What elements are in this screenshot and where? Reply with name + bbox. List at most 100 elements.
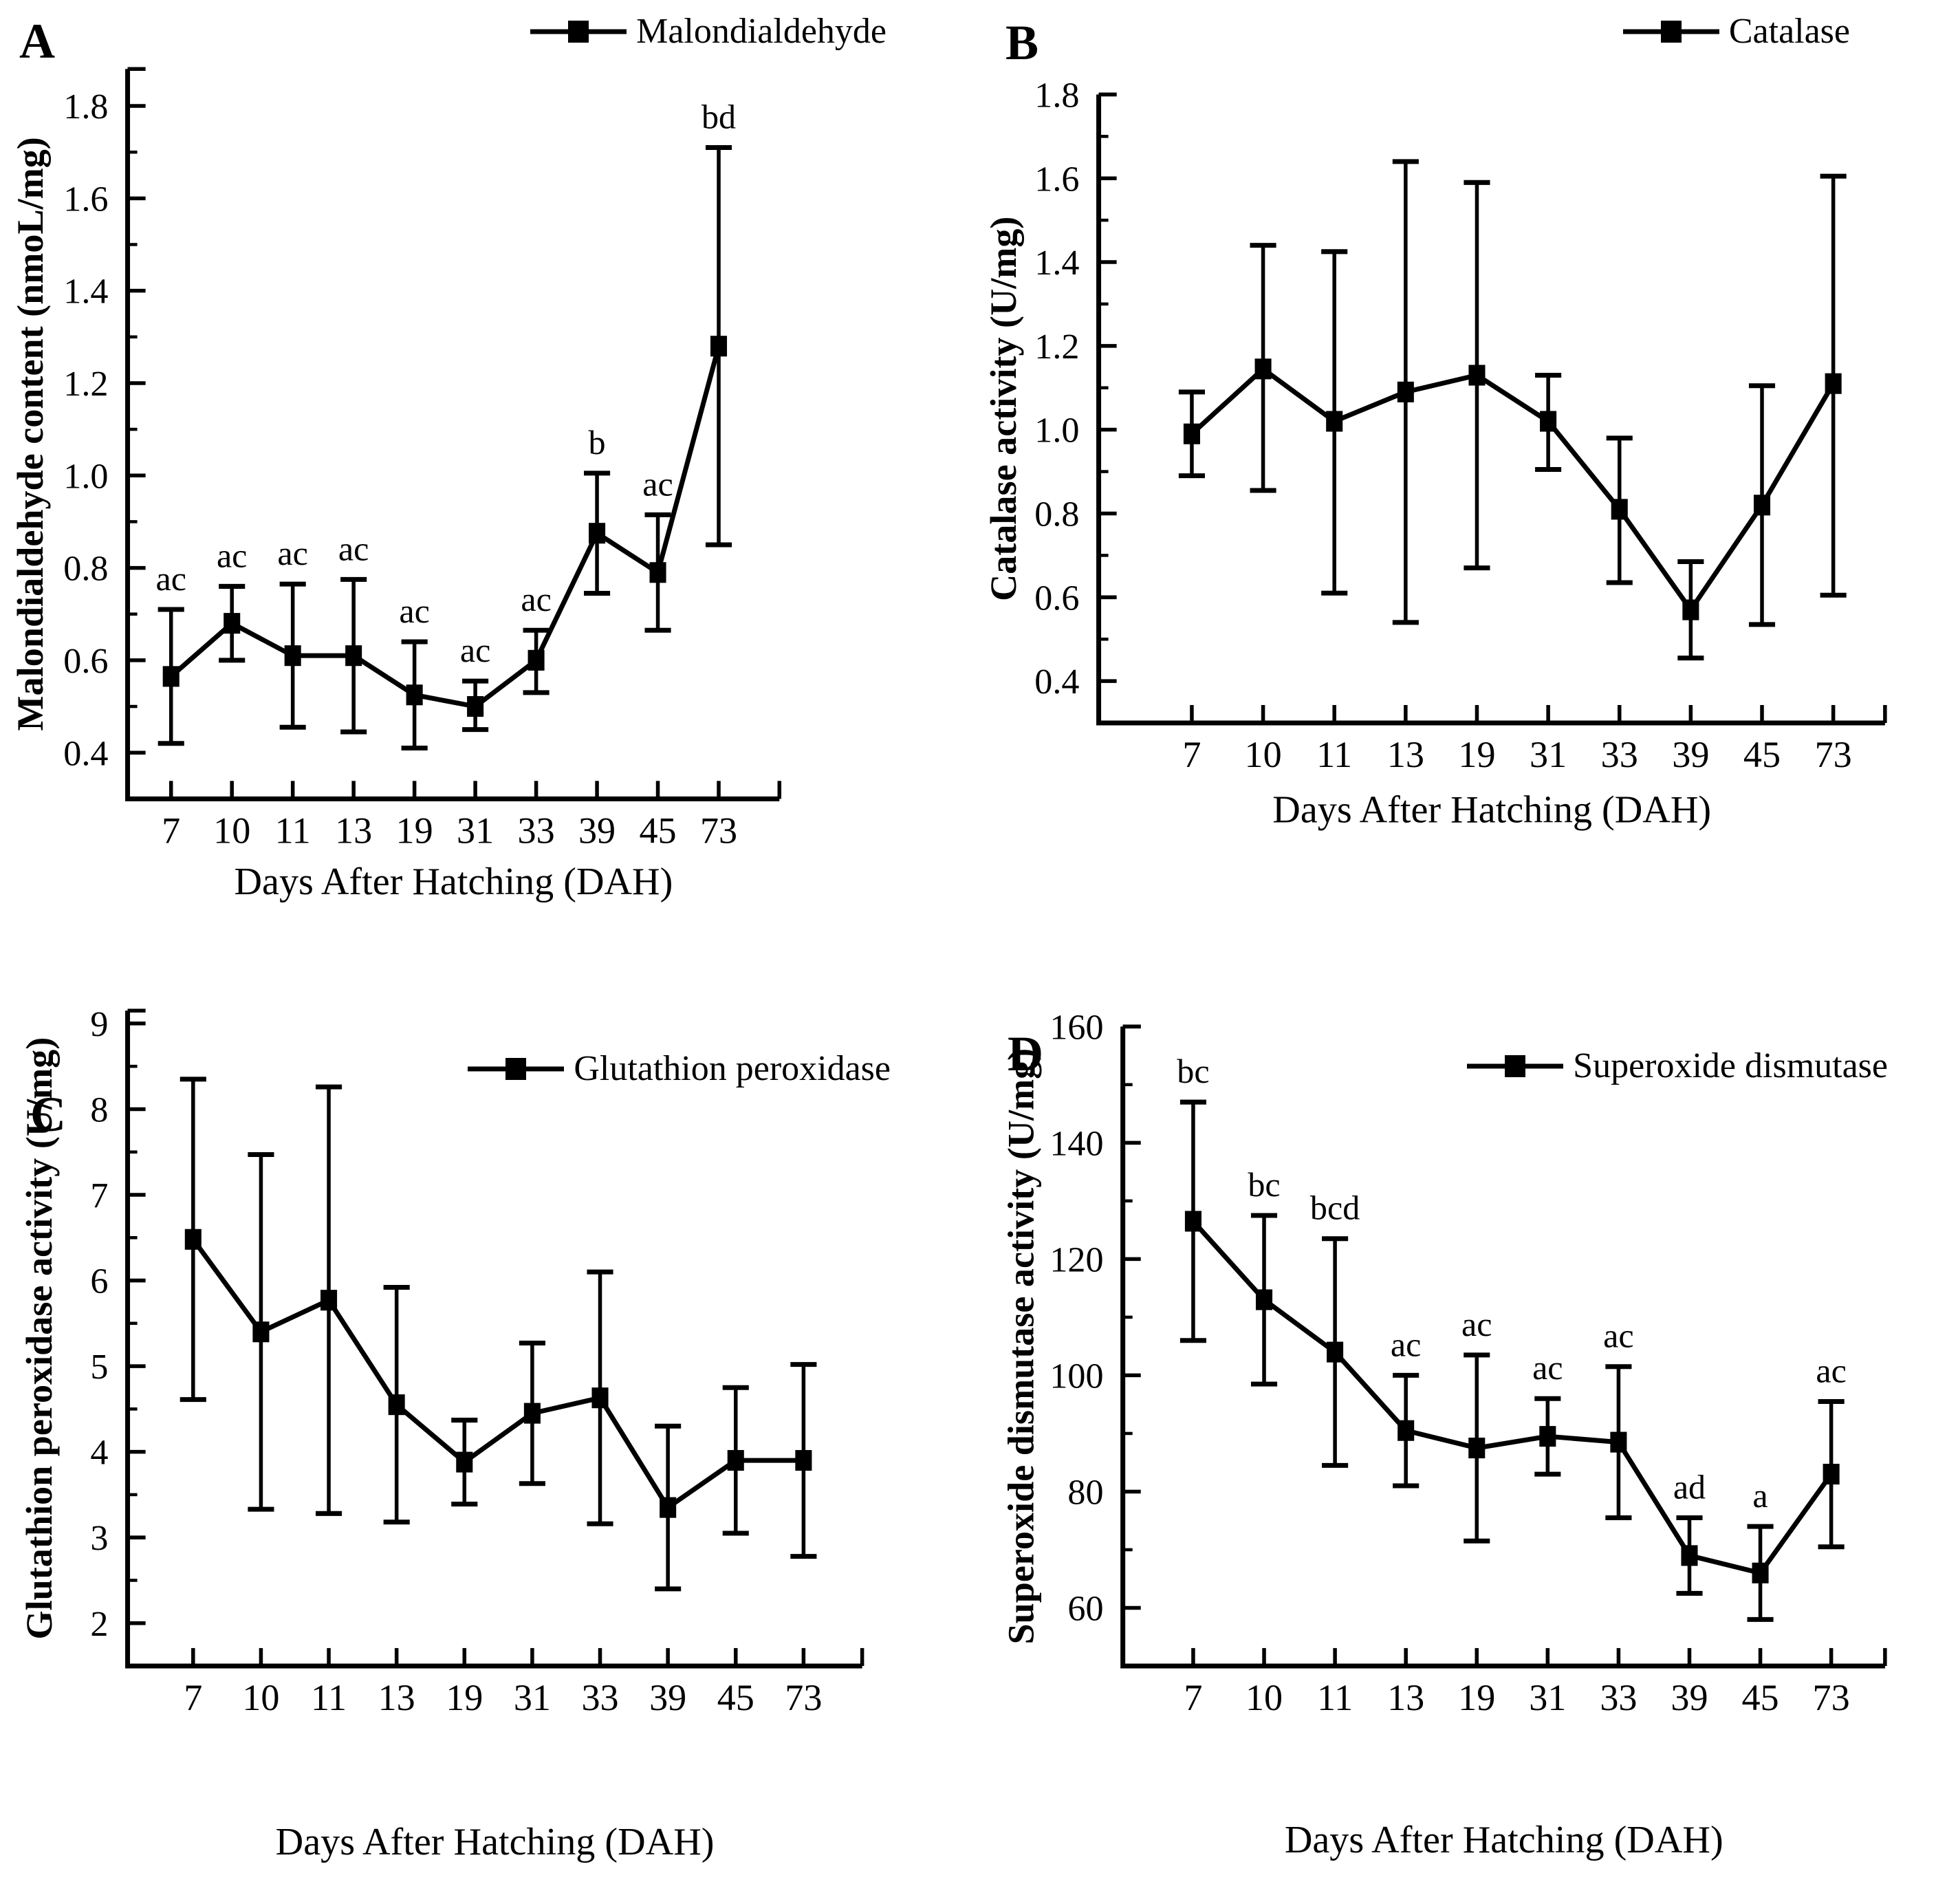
x-tick-label: 31 [1529, 1677, 1566, 1718]
legend-C: Glutathion peroxidase [468, 1048, 891, 1089]
panel-letter-A: A [19, 14, 55, 69]
sig-label: ac [277, 534, 308, 572]
x-tick-label: 13 [1387, 1677, 1424, 1718]
axes [1120, 1024, 1887, 1669]
y-tick-label: 0.6 [1034, 578, 1079, 618]
data-point [1825, 373, 1842, 394]
data-point-markers [1184, 1211, 1840, 1583]
x-tick-label: 33 [581, 1677, 618, 1718]
sig-label: ac [521, 580, 552, 618]
x-tick-label: 31 [514, 1677, 551, 1718]
data-point [795, 1450, 812, 1471]
data-point [1823, 1464, 1840, 1485]
x-tick-label: 45 [639, 810, 676, 852]
data-point [523, 1403, 541, 1424]
error-bars [180, 1077, 817, 1592]
legend-label-B: Catalase [1728, 12, 1850, 51]
data-point [162, 666, 180, 687]
y-tick-label: 1.8 [1034, 76, 1079, 115]
x-tick-label: 11 [1316, 734, 1352, 775]
sig-label: a [1752, 1476, 1768, 1515]
data-point [1539, 1426, 1556, 1447]
data-point [1183, 423, 1200, 444]
y-tick-label: 5 [90, 1348, 108, 1387]
data-point [467, 696, 484, 717]
data-point [527, 649, 545, 671]
x-tick-label: 7 [1184, 1677, 1202, 1718]
x-tick-label: 10 [242, 1677, 279, 1718]
panel-C: C Glutathion peroxidase 2 3 4 5 6 7 8 9 7 10 11 13 1… [0, 952, 968, 1904]
y-axis-ticks: 60 80 100 120 140 160 [1049, 1008, 1141, 1629]
data-point [388, 1394, 405, 1416]
data-point [1468, 1438, 1486, 1459]
x-axis-title: Days After Hatching (DAH) [234, 861, 673, 903]
x-axis-ticks: 7 10 11 13 19 31 33 39 45 73 [1184, 1647, 1850, 1718]
x-tick-label: 39 [1672, 734, 1709, 775]
data-point [184, 1229, 202, 1250]
legend-B: Catalase [1622, 11, 1850, 52]
panel-B: B Catalase 0.4 0.6 0.8 1.0 1.2 1.4 1.6 1.8 7 10 11… [968, 0, 1936, 952]
error-bars [157, 144, 732, 750]
line-square-marker-icon [1622, 20, 1719, 43]
data-point [1610, 1431, 1627, 1453]
sig-label: ac [399, 592, 430, 630]
data-point [1540, 411, 1557, 432]
x-tick-label: 7 [1182, 734, 1201, 775]
sig-label: bc [1177, 1052, 1209, 1090]
x-tick-label: 10 [1246, 1677, 1283, 1718]
y-tick-label: 3 [90, 1519, 108, 1558]
sig-label: ac [1532, 1348, 1563, 1387]
x-tick-label: 39 [578, 810, 616, 852]
line-square-marker-icon [1467, 1054, 1564, 1077]
y-tick-label: 100 [1049, 1356, 1103, 1396]
x-tick-label: 31 [1530, 734, 1567, 775]
error-bars [1178, 159, 1847, 661]
panel-letter-C: C [30, 1087, 66, 1142]
series-line [169, 345, 721, 709]
sig-label: ac [460, 631, 491, 669]
y-axis-ticks: 0.4 0.6 0.8 1.0 1.2 1.4 1.6 1.8 [63, 87, 146, 773]
x-axis-title: Days After Hatching (DAH) [1272, 788, 1711, 831]
x-tick-label: 39 [1671, 1677, 1708, 1718]
y-tick-label: 1.6 [1034, 160, 1079, 199]
data-point [1327, 1341, 1344, 1363]
y-tick-label: 1.6 [63, 180, 108, 219]
series-line [191, 1237, 804, 1511]
y-axis-title: Malondialdehyde content (nmoL/mg) [10, 137, 51, 731]
y-tick-label: 1.8 [63, 87, 108, 127]
sig-label: ac [155, 559, 186, 598]
line-square-marker-icon [530, 20, 627, 43]
legend-D: Superoxide dismutase [1467, 1046, 1888, 1086]
x-tick-label: 10 [1245, 734, 1282, 775]
x-tick-label: 73 [1815, 734, 1852, 775]
y-tick-label: 2 [90, 1605, 108, 1644]
data-point [1468, 365, 1486, 386]
panel-letter-D: D [1008, 1026, 1043, 1081]
y-tick-label: 1.2 [63, 365, 108, 404]
axes [125, 67, 782, 801]
x-tick-label: 73 [1813, 1677, 1850, 1718]
panel-D: D Superoxide dismutase 60 80 100 120 140 160 7… [968, 952, 1936, 1904]
sig-label: bd [701, 97, 736, 136]
x-tick-label: 45 [1741, 1677, 1779, 1718]
x-tick-label: 19 [1458, 1677, 1495, 1718]
x-axis-ticks: 7 10 11 13 19 31 33 39 45 73 [162, 781, 737, 852]
sig-label: ac [1461, 1305, 1492, 1343]
data-point [1752, 1562, 1769, 1583]
data-point-markers [184, 1229, 812, 1518]
sig-label: bcd [1310, 1189, 1360, 1227]
line-square-marker-icon [468, 1057, 565, 1080]
y-tick-label: 1.4 [1034, 244, 1079, 283]
data-point [591, 1387, 609, 1409]
data-point [589, 523, 606, 544]
x-tick-label: 45 [1743, 734, 1781, 775]
y-tick-label: 6 [90, 1262, 108, 1301]
y-tick-label: 1.0 [63, 457, 108, 496]
data-point [320, 1290, 338, 1311]
x-tick-label: 11 [1317, 1677, 1353, 1718]
sig-label: ac [1603, 1317, 1634, 1355]
